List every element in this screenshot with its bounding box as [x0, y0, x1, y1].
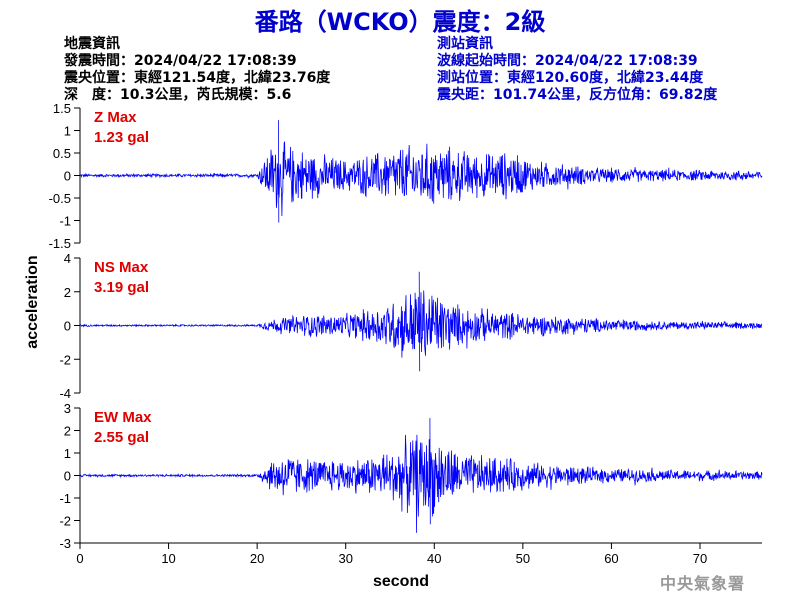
- z-y-tick-label: 1: [64, 124, 71, 139]
- earthquake-depth-magnitude: 深 度：10.3公里，芮氏規模：5.6: [64, 87, 292, 103]
- ns-max-value: 3.19 gal: [94, 279, 150, 296]
- station-wave-start: 波線起始時間：2024/04/22 17:08:39: [437, 53, 698, 69]
- ew-y-tick-label: 0: [64, 469, 71, 484]
- earthquake-info-block: 地震資訊 發震時間：2024/04/22 17:08:39 震央位置：東經121…: [64, 36, 330, 104]
- panel-label-z: Z Max 1.23 gal: [94, 108, 149, 148]
- earthquake-time: 發震時間：2024/04/22 17:08:39: [64, 53, 297, 69]
- x-tick-label: 40: [427, 551, 441, 566]
- agency-watermark: 中央氣象署: [659, 574, 745, 593]
- chart-title: 番路（WCKO）震度：2級: [254, 8, 546, 36]
- z-y-tick-label: -1: [59, 214, 71, 229]
- ns-y-tick-label: 2: [64, 285, 71, 300]
- x-tick-label: 70: [693, 551, 707, 566]
- z-max-value: 1.23 gal: [94, 129, 150, 146]
- ns-y-tick-label: -2: [59, 352, 71, 367]
- x-tick-label: 60: [604, 551, 618, 566]
- x-tick-label: 10: [161, 551, 175, 566]
- ew-y-tick-label: 1: [64, 446, 71, 461]
- z-y-tick-label: 0.5: [53, 146, 71, 161]
- ew-y-tick-label: -2: [59, 514, 71, 529]
- ew-trace-series: [79, 418, 763, 533]
- ew-y-tick-label: -3: [59, 536, 71, 551]
- ew-y-tick-label: 3: [64, 401, 71, 416]
- ns-y-tick-label: 0: [64, 319, 71, 334]
- ew-y-tick-label: -1: [59, 491, 71, 506]
- x-tick-label: 30: [338, 551, 352, 566]
- ns-y-tick-label: -4: [59, 386, 71, 401]
- panel-label-ew: EW Max 2.55 gal: [94, 408, 152, 448]
- z-trace-series: [80, 120, 763, 223]
- ns-max-label: NS Max: [94, 259, 149, 276]
- z-max-label: Z Max: [94, 109, 137, 126]
- ew-y-tick-label: 2: [64, 424, 71, 439]
- x-tick-label: 20: [250, 551, 264, 566]
- z-y-tick-label: 0: [64, 169, 71, 184]
- y-axis-label: acceleration: [24, 255, 41, 348]
- station-distance: 震央距：101.74公里，反方位角：69.82度: [437, 87, 718, 103]
- earthquake-epicenter: 震央位置：東經121.54度，北緯23.76度: [64, 70, 331, 86]
- x-tick-label: 50: [516, 551, 530, 566]
- z-y-tick-label: -1.5: [49, 236, 71, 251]
- earthquake-info-heading: 地震資訊: [64, 36, 120, 52]
- ew-max-value: 2.55 gal: [94, 429, 150, 446]
- x-axis-label: second: [373, 573, 429, 590]
- station-info-block: 測站資訊 波線起始時間：2024/04/22 17:08:39 測站位置：東經1…: [437, 36, 717, 104]
- z-y-tick-label: 1.5: [53, 101, 71, 116]
- z-y-tick-label: -0.5: [49, 191, 71, 206]
- station-location: 測站位置：東經120.60度，北緯23.44度: [437, 70, 704, 86]
- ew-max-label: EW Max: [94, 409, 152, 426]
- ns-trace-series: [79, 271, 763, 372]
- ns-y-tick-label: 4: [64, 251, 71, 266]
- station-info-heading: 測站資訊: [437, 36, 493, 52]
- x-tick-label: 0: [76, 551, 83, 566]
- panel-label-ns: NS Max 3.19 gal: [94, 258, 149, 298]
